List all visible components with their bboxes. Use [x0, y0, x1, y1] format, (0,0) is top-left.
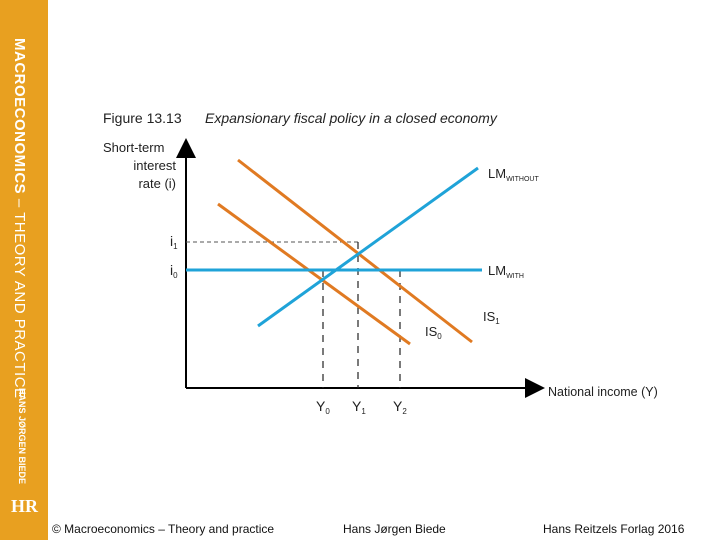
i0-tick-label: i0 — [170, 262, 178, 280]
lm-without-label: LMWITHOUT — [488, 166, 539, 183]
sidebar-author: HANS JØRGEN BIEDE — [17, 388, 27, 485]
lm-with-label: LMWITH — [488, 263, 524, 280]
y-axis-label-line-1: Short-term — [103, 140, 164, 155]
sidebar-book-title: MACROECONOMICS – THEORY AND PRACTICE — [11, 38, 28, 399]
y-axis-label-line-3: rate (i) — [138, 176, 176, 191]
y1-tick-label: Y1 — [352, 398, 366, 416]
is0-label: IS0 — [425, 324, 442, 341]
x-axis-label: National income (Y) — [548, 385, 658, 399]
y0-tick-label: Y0 — [316, 398, 330, 416]
y2-tick-label: Y2 — [393, 398, 407, 416]
sidebar: MACROECONOMICS – THEORY AND PRACTICE HAN… — [0, 0, 48, 540]
footer-author: Hans Jørgen Biede — [343, 522, 446, 536]
footer-publisher: Hans Reitzels Forlag 2016 — [543, 522, 685, 536]
is1-label: IS1 — [483, 309, 500, 326]
footer-copyright: © Macroeconomics – Theory and practice — [52, 522, 275, 536]
lm-without-curve — [257, 166, 479, 328]
is1-curve — [237, 158, 473, 344]
i1-tick-label: i1 — [170, 233, 178, 251]
publisher-logo: HR — [11, 496, 38, 516]
y-axis-label-line-2: interest — [133, 158, 176, 173]
is0-curve — [217, 202, 411, 346]
figure-caption: Expansionary fiscal policy in a closed e… — [205, 110, 498, 126]
figure-number: Figure 13.13 — [103, 110, 182, 126]
